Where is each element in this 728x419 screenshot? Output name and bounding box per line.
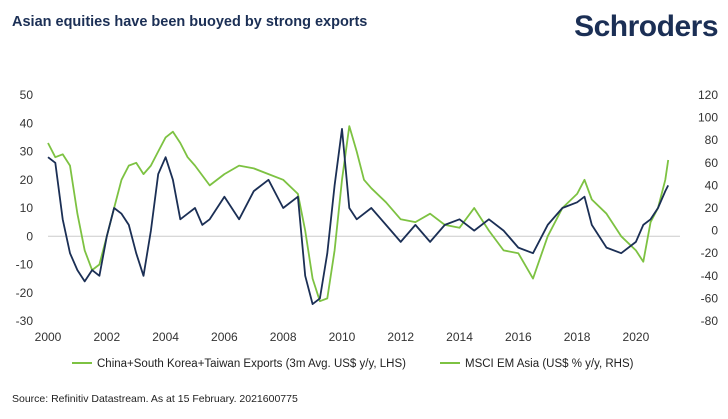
x-axis-tick-label: 2000 [35,330,62,344]
left-axis-tick-label: 30 [20,145,34,159]
legend-label: China+South Korea+Taiwan Exports (3m Avg… [97,358,406,370]
right-axis-tick-label: -60 [701,291,719,305]
x-axis-tick-label: 2002 [93,330,120,344]
right-axis-tick-label: 80 [705,133,719,147]
chart-title: Asian equities have been buoyed by stron… [12,14,368,30]
x-axis-tick-label: 2012 [387,330,414,344]
x-axis-tick-label: 2016 [505,330,532,344]
right-axis-tick-label: 0 [711,224,718,238]
left-axis-tick-label: -20 [16,286,34,300]
x-axis-tick-label: 2010 [329,330,356,344]
source-note: Source: Refinitiv Datastream. As at 15 F… [12,393,298,405]
right-axis-tick-label: -80 [701,314,719,328]
schroders-logo: Schroders [574,10,718,43]
left-axis-tick-label: 20 [20,173,34,187]
left-axis-tick-label: -10 [16,258,34,272]
right-axis-tick-label: 40 [705,178,719,192]
right-axis-tick-label: 20 [705,201,719,215]
x-axis-tick-label: 2006 [211,330,238,344]
right-axis-tick-label: -40 [701,269,719,283]
exports-series-line [47,125,670,303]
right-axis-tick-label: 100 [698,111,718,125]
legend-label: MSCI EM Asia (US$ % y/y, RHS) [465,358,634,370]
right-axis-tick-label: 60 [705,156,719,170]
x-axis-tick-label: 2018 [564,330,591,344]
msci-series-line [47,127,670,306]
right-axis-tick-label: 120 [698,88,718,102]
left-axis-tick-label: 50 [20,88,34,102]
left-axis-tick-label: 40 [20,116,34,130]
left-axis-tick-label: 0 [26,229,33,243]
left-axis-tick-label: 10 [20,201,34,215]
right-axis-tick-label: -20 [701,246,719,260]
left-axis-tick-label: -30 [16,314,34,328]
x-axis-tick-label: 2008 [270,330,297,344]
x-axis-tick-label: 2014 [446,330,473,344]
x-axis-tick-label: 2004 [152,330,179,344]
x-axis-tick-label: 2020 [623,330,650,344]
